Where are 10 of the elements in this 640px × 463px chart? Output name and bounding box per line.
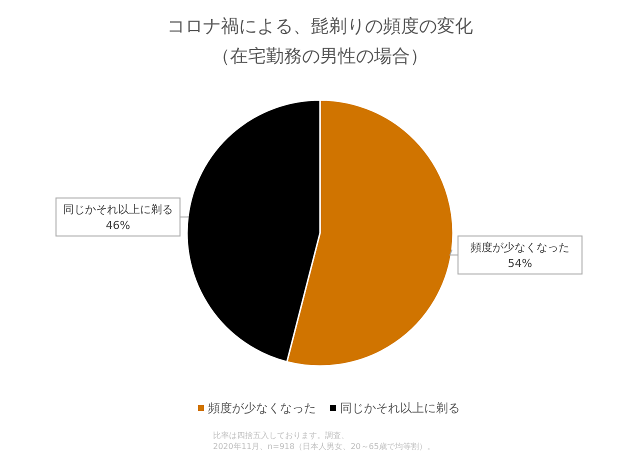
slice-label: 頻度が少なくなった — [470, 241, 570, 254]
data-label: 46% — [106, 219, 130, 232]
text: 2020年11月、n=918（日本人男女、20～65歳で均等割）。 — [213, 442, 435, 451]
chart-subtitle: （在宅勤務の男性の場合） — [212, 46, 428, 67]
slice-label: 同じかそれ以上に剃る — [63, 203, 173, 216]
legend-label: 頻度が少なくなった — [208, 401, 316, 415]
legend-label: 同じかそれ以上に剃る — [340, 401, 460, 415]
chart-title: コロナ禍による、髭剃りの頻度の変化 — [167, 16, 473, 37]
text: 比率は四捨五入しております。調査、 — [213, 431, 349, 440]
data-label: 54% — [508, 257, 532, 270]
